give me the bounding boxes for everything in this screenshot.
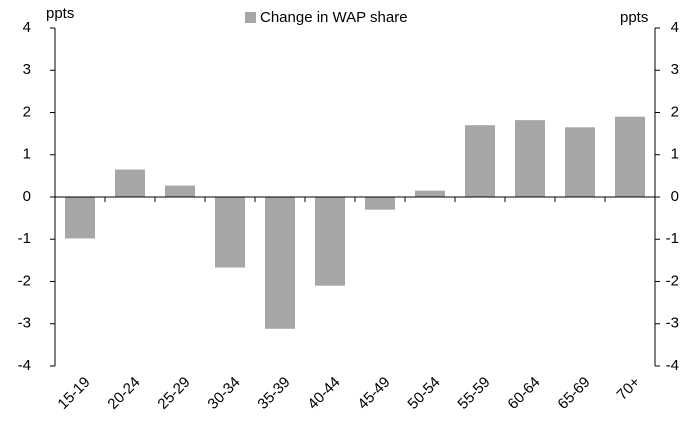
y2-tick-label: 0 [671, 188, 679, 205]
y-tick-label: -1 [18, 230, 31, 247]
bar [365, 197, 395, 210]
x-tick-label: 70+ [614, 373, 644, 403]
y-tick-label: -4 [18, 357, 31, 374]
x-tick-label: 35-39 [254, 374, 293, 413]
bar [415, 190, 445, 197]
x-tick-label: 45-49 [354, 374, 393, 413]
bar [65, 197, 95, 239]
y-tick-label: -2 [18, 272, 31, 289]
bar [115, 169, 145, 197]
x-tick-label: 15-19 [54, 374, 93, 413]
legend-label: Change in WAP share [260, 9, 408, 26]
x-tick-label: 40-44 [304, 374, 343, 413]
bar [565, 127, 595, 197]
y-tick-label: 1 [23, 146, 31, 163]
x-tick-label: 55-59 [454, 374, 493, 413]
bar [465, 125, 495, 197]
legend-swatch [245, 12, 256, 23]
x-tick-label: 25-29 [154, 374, 193, 413]
y-tick-label: 2 [23, 103, 31, 120]
y2-tick-label: -3 [666, 315, 679, 332]
bar [615, 116, 645, 197]
y-tick-label: 0 [23, 188, 31, 205]
y2-tick-label: 3 [671, 61, 679, 78]
x-tick-label: 65-69 [554, 374, 593, 413]
x-tick-label: 30-34 [204, 374, 243, 413]
y-tick-label: -3 [18, 315, 31, 332]
y2-tick-label: -2 [666, 272, 679, 289]
y2-tick-label: 1 [671, 146, 679, 163]
bar [315, 197, 345, 286]
y2-tick-label: -4 [666, 357, 679, 374]
bar [215, 197, 245, 268]
bar [165, 185, 195, 197]
x-tick-label: 60-64 [504, 374, 543, 413]
y-tick-label: 4 [23, 19, 31, 36]
y2-tick-label: 2 [671, 103, 679, 120]
bar [515, 120, 545, 197]
bar [265, 197, 295, 329]
x-tick-label: 50-54 [404, 374, 443, 413]
y2-axis-label: ppts [620, 9, 648, 26]
y2-tick-label: 4 [671, 19, 679, 36]
y-tick-label: 3 [23, 61, 31, 78]
y-axis-label: ppts [46, 5, 74, 22]
x-tick-label: 20-24 [104, 374, 143, 413]
y2-tick-label: -1 [666, 230, 679, 247]
